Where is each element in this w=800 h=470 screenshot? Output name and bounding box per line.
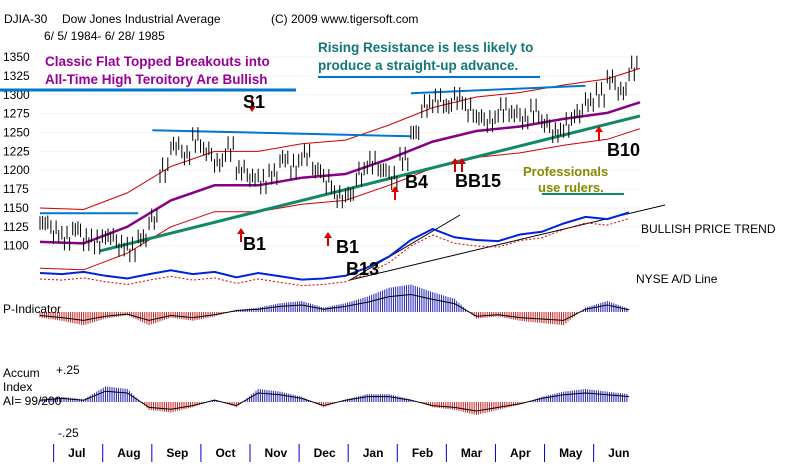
y-tick-labels: 1100112511501175120012251250127513001325… [3,50,30,253]
accum-ma [39,390,630,412]
arrow-b1-a [237,228,245,242]
header-date-range: 6/ 5/ 1984- 6/ 28/ 1985 [44,29,165,43]
p-indicator-panel [39,284,630,326]
arrow-b1-b [324,232,332,246]
annotation-rising-line1: Rising Resistance is less likely to [318,40,533,55]
arrow-b10 [595,126,603,140]
gridlines [40,56,640,247]
signal-b10: B10 [607,140,640,160]
y-tick-label: 1175 [3,182,29,196]
month-label: Sep [166,446,188,460]
label-p-indicator: P-Indicator [3,302,61,316]
header-name: Dow Jones Industrial Average [62,12,221,26]
ad-line-ma [39,218,630,287]
annotation-classic-line1: Classic Flat Topped Breakouts into [45,54,270,69]
y-tick-label: 1275 [3,107,30,121]
y-tick-label: 1125 [3,220,29,234]
trend-line-steep [349,214,461,281]
y-tick-label: 1100 [3,239,29,253]
resistance-line-1 [152,129,411,138]
annotation-pros-line1: Professionals [523,164,608,179]
month-label: Oct [215,446,235,460]
annotation-pros-line2: use rulers. [538,180,604,195]
month-label: Nov [265,446,288,460]
y-tick-label: 1200 [3,163,30,177]
arrow-bb-2 [458,158,466,172]
arrow-s1 [248,98,256,112]
y-tick-label: 1250 [3,126,30,140]
ad-line [39,211,630,281]
month-label: Apr [510,446,531,460]
month-label: Jan [363,446,384,460]
annotation-classic-line2: All-Time High Teroitory Are Bullish [45,72,268,87]
label-bullish-trend: BULLISH PRICE TREND [641,222,776,236]
signal-b13: B13 [346,259,379,279]
label-ai: AI= 99/200 [3,394,62,408]
y-tick-label: 1225 [3,144,30,158]
price-bars [39,55,638,263]
month-label: Aug [117,446,140,460]
header-copyright: (C) 2009 www.tigersoft.com [271,12,418,26]
uptrend-line [99,114,641,253]
label-accum: Accum [3,366,40,380]
signal-s1: S1 [243,92,265,112]
month-label: Jul [68,446,85,460]
accum-panel [39,386,630,415]
y-tick-label: 1325 [3,69,30,83]
signal-b1-a: B1 [243,234,266,254]
y-tick-label: 1350 [3,50,30,64]
signal-b1-b: B1 [336,237,359,257]
month-label: Feb [412,446,433,460]
month-label: Mar [461,446,483,460]
label-accum-top: +.25 [56,363,80,377]
annotation-rising-line2: produce a straight-up advance. [318,58,518,73]
moving-average [39,101,641,245]
month-label: May [559,446,583,460]
trend-overlays [0,67,666,281]
label-ad-line: NYSE A/D Line [636,272,718,286]
resistance-line-2 [410,84,586,95]
signal-b4: B4 [405,172,428,192]
p-indicator-ma [39,293,630,321]
month-label: Jun [608,446,629,460]
y-tick-label: 1150 [3,201,29,215]
signal-b18: BB15 [455,171,501,191]
ad-panel [39,211,630,287]
month-label: Dec [314,446,336,460]
label-accum-bottom: -.25 [58,426,79,440]
arrow-bb-1 [451,158,459,172]
month-axis: Jul Aug Sep Oct Nov Dec Jan Feb Mar Apr May Jun [53,444,630,462]
header-symbol: DJIA-30 [4,12,48,26]
label-index: Index [3,380,32,394]
